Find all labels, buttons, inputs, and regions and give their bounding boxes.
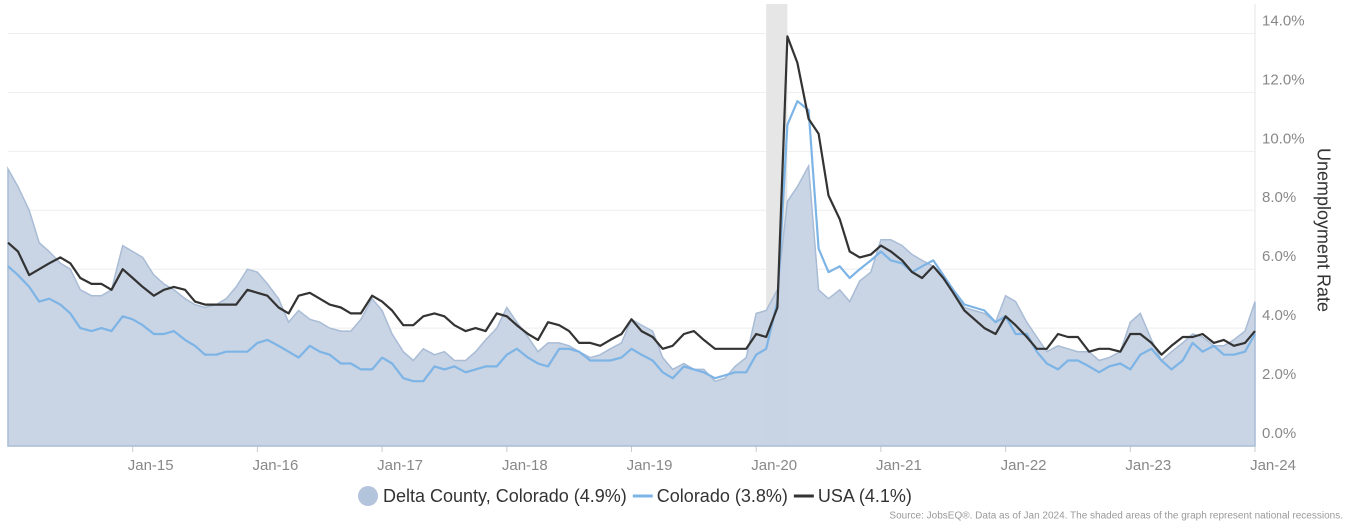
area bbox=[7, 163, 1256, 447]
x-tick-label: Jan-21 bbox=[876, 457, 922, 474]
y-tick-label: 12.0% bbox=[1262, 71, 1305, 88]
legend-label: Colorado (3.8%) bbox=[657, 486, 788, 506]
legend: Delta County, Colorado (4.9%) Colorado (3… bbox=[358, 486, 912, 506]
x-tick-label: Jan-22 bbox=[1001, 457, 1047, 474]
y-tick-label: 6.0% bbox=[1262, 248, 1296, 265]
x-tick-label: Jan-16 bbox=[252, 457, 298, 474]
source-note: Source: JobsEQ®. Data as of Jan 2024. Th… bbox=[889, 511, 1343, 522]
x-tick-label: Jan-24 bbox=[1250, 457, 1296, 474]
x-tick-label: Jan-18 bbox=[502, 457, 548, 474]
line bbox=[7, 100, 1256, 383]
y-tick-label: 4.0% bbox=[1262, 307, 1296, 324]
y-tick-label: 0.0% bbox=[1262, 425, 1296, 442]
x-tick-label: Jan-23 bbox=[1125, 457, 1171, 474]
legend-label: Delta County, Colorado (4.9%) bbox=[383, 486, 627, 506]
y-tick-label: 14.0% bbox=[1262, 12, 1305, 29]
y-tick-label: 8.0% bbox=[1262, 189, 1296, 206]
x-tick-label: Jan-19 bbox=[627, 457, 673, 474]
y-axis-label: Unemployment Rate bbox=[1313, 148, 1333, 312]
y-tick-label: 10.0% bbox=[1262, 130, 1305, 147]
x-tick-label: Jan-17 bbox=[377, 457, 423, 474]
x-tick-label: Jan-15 bbox=[128, 457, 174, 474]
legend-swatch bbox=[358, 486, 378, 506]
y-tick-label: 2.0% bbox=[1262, 366, 1296, 383]
legend-label: USA (4.1%) bbox=[818, 486, 912, 506]
line bbox=[7, 35, 1256, 356]
x-tick-label: Jan-20 bbox=[751, 457, 797, 474]
